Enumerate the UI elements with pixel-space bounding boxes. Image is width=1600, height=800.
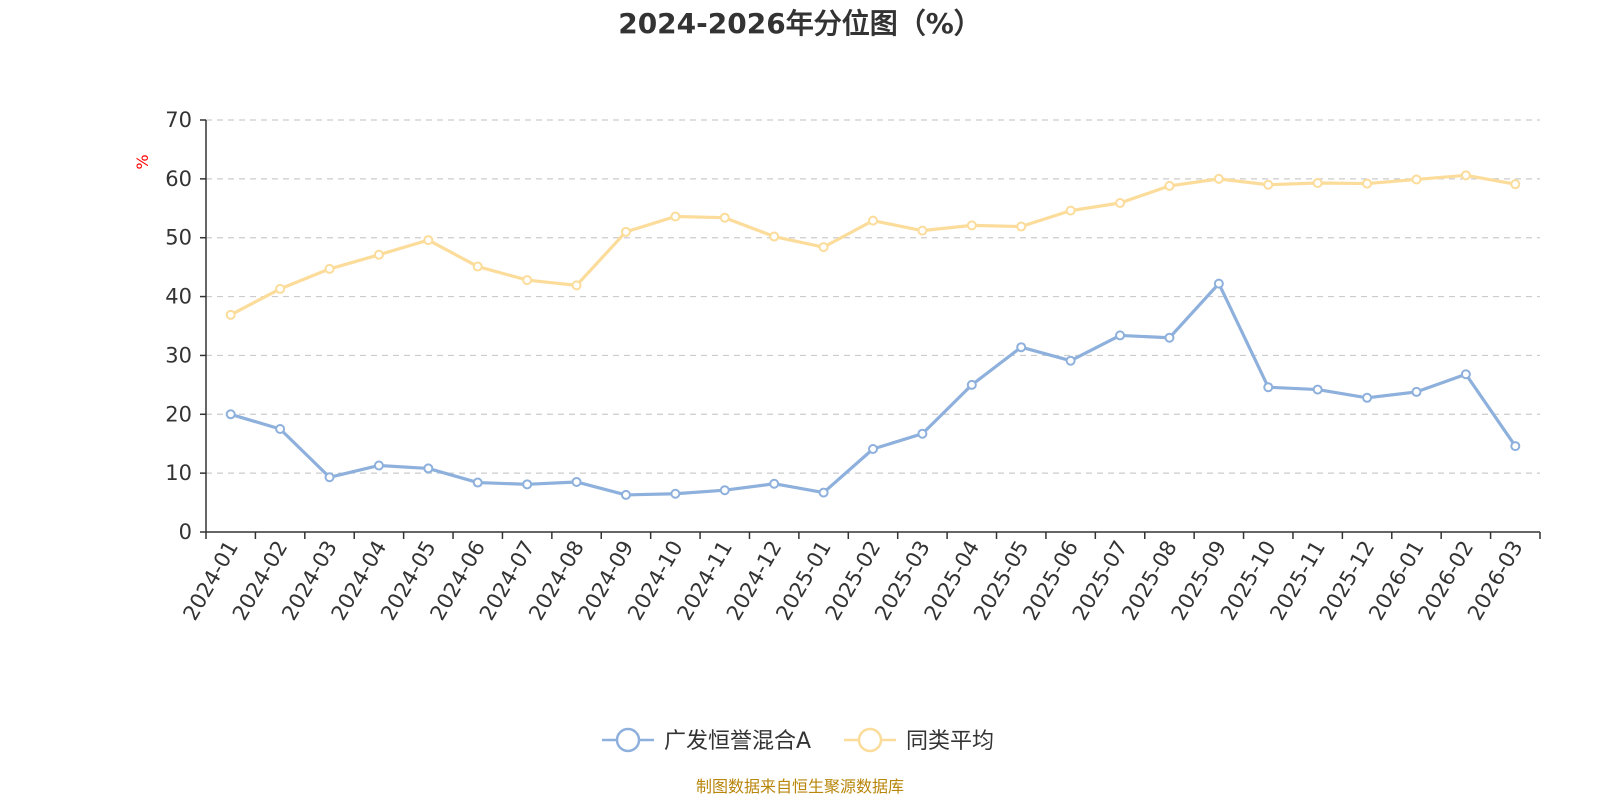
data-point[interactable] [966, 220, 977, 231]
y-tick-label: 50 [165, 226, 192, 250]
data-point[interactable] [1263, 179, 1274, 190]
source-note: 制图数据来自恒生聚源数据库 [696, 777, 904, 796]
data-point[interactable] [868, 444, 878, 455]
data-point[interactable] [275, 283, 286, 294]
data-point[interactable] [1213, 173, 1224, 184]
data-point[interactable] [769, 231, 780, 242]
data-point[interactable] [1065, 355, 1076, 366]
data-point[interactable] [1016, 221, 1027, 232]
data-point[interactable] [1362, 178, 1373, 189]
data-point[interactable] [571, 476, 582, 487]
data-point[interactable] [818, 242, 829, 253]
y-tick-label: 70 [165, 108, 192, 132]
data-point[interactable] [1115, 197, 1126, 208]
series-layer [225, 170, 1521, 500]
data-point[interactable] [670, 211, 681, 222]
data-point[interactable] [670, 488, 681, 499]
y-tick-label: 0 [179, 520, 192, 544]
data-point[interactable] [1164, 332, 1175, 343]
data-point[interactable] [423, 463, 434, 474]
data-point[interactable] [1510, 441, 1521, 452]
legend-label: 同类平均 [906, 729, 994, 754]
data-point[interactable] [571, 280, 582, 291]
data-point[interactable] [1164, 180, 1175, 191]
legend-label: 广发恒誉混合A [664, 729, 811, 754]
data-point[interactable] [769, 478, 780, 489]
legend[interactable]: 广发恒誉混合A 同类平均 [602, 727, 994, 754]
y-tick-label: 20 [165, 402, 192, 426]
data-point[interactable] [1016, 342, 1027, 353]
data-point[interactable] [225, 309, 236, 320]
data-point[interactable] [472, 477, 483, 488]
data-point[interactable] [373, 460, 384, 471]
axes: 0102030405060702024-012024-022024-032024… [165, 108, 1541, 624]
data-point[interactable] [917, 225, 928, 236]
y-tick-label: 30 [165, 343, 192, 367]
data-point[interactable] [1510, 179, 1521, 190]
data-point[interactable] [1312, 177, 1323, 188]
data-point[interactable] [1312, 384, 1323, 395]
y-axis-label: % [133, 154, 152, 169]
series-0 [225, 278, 1521, 500]
data-point[interactable] [1460, 170, 1471, 181]
legend-marker [615, 727, 641, 753]
data-point[interactable] [1411, 174, 1422, 185]
legend-marker [857, 727, 883, 753]
data-point[interactable] [1460, 369, 1471, 380]
series-1 [225, 170, 1521, 320]
data-point[interactable] [719, 485, 730, 496]
data-point[interactable] [522, 479, 533, 490]
y-tick-label: 10 [165, 461, 192, 485]
y-tick-label: 60 [165, 167, 192, 191]
data-point[interactable] [620, 226, 631, 237]
data-point[interactable] [324, 472, 335, 483]
data-point[interactable] [1065, 205, 1076, 216]
data-point[interactable] [868, 215, 878, 226]
data-point[interactable] [373, 249, 384, 260]
grid [206, 119, 1540, 474]
data-point[interactable] [818, 487, 829, 498]
data-point[interactable] [522, 275, 533, 286]
data-point[interactable] [1362, 392, 1373, 403]
data-point[interactable] [472, 261, 483, 272]
data-point[interactable] [620, 489, 631, 500]
legend-item[interactable]: 广发恒誉混合A [602, 727, 811, 754]
data-point[interactable] [1263, 382, 1274, 393]
data-point[interactable] [966, 379, 977, 390]
chart-title: 2024-2026年分位图（%） [618, 7, 982, 40]
data-point[interactable] [1115, 330, 1126, 341]
y-tick-label: 40 [165, 285, 192, 309]
data-point[interactable] [719, 212, 730, 223]
data-point[interactable] [1213, 278, 1224, 289]
data-point[interactable] [917, 428, 928, 439]
data-point[interactable] [1411, 386, 1422, 397]
series-line [229, 173, 1516, 317]
data-point[interactable] [275, 424, 286, 434]
legend-item[interactable]: 同类平均 [844, 727, 994, 754]
data-point[interactable] [225, 409, 236, 420]
data-point[interactable] [324, 263, 335, 274]
data-point[interactable] [423, 235, 434, 246]
